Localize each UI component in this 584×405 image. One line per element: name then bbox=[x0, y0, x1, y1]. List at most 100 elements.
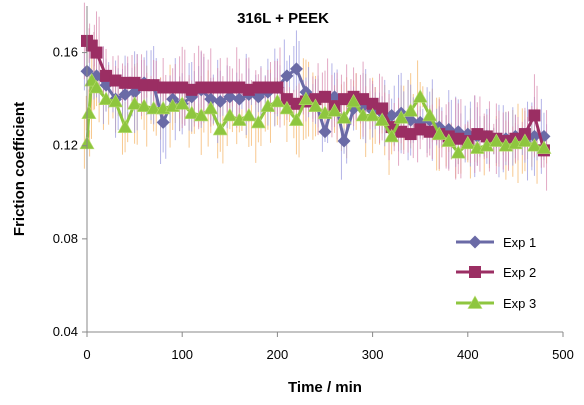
data-point bbox=[403, 103, 419, 117]
data-point bbox=[90, 46, 103, 59]
data-point bbox=[195, 81, 208, 94]
data-point bbox=[480, 130, 493, 143]
legend-marker-diamond bbox=[468, 235, 482, 249]
x-tick-label: 500 bbox=[552, 347, 574, 362]
legend-marker-triangle bbox=[467, 295, 483, 309]
y-axis-title: Friction coefficient bbox=[11, 102, 28, 236]
data-point bbox=[280, 69, 294, 83]
data-point bbox=[108, 93, 124, 108]
data-point bbox=[233, 81, 246, 94]
data-point bbox=[536, 140, 552, 154]
data-point bbox=[355, 107, 371, 122]
data-point bbox=[460, 135, 476, 150]
data-point bbox=[357, 93, 370, 106]
data-point bbox=[422, 107, 438, 122]
x-tick-label: 300 bbox=[362, 347, 384, 362]
legend-label: Exp 3 bbox=[503, 296, 536, 311]
data-point bbox=[365, 107, 381, 122]
data-point bbox=[327, 103, 343, 117]
data-point bbox=[366, 97, 379, 110]
data-point bbox=[147, 79, 160, 92]
x-tick-label: 0 bbox=[83, 347, 90, 362]
data-point bbox=[452, 132, 465, 145]
data-point bbox=[404, 128, 417, 141]
data-point bbox=[517, 133, 533, 147]
y-tick-label: 0.12 bbox=[53, 138, 78, 153]
data-point bbox=[242, 83, 255, 96]
data-point bbox=[250, 114, 266, 129]
data-point bbox=[412, 89, 428, 103]
data-point bbox=[307, 98, 323, 112]
data-point bbox=[128, 85, 142, 99]
data-point bbox=[337, 134, 351, 148]
chart-title: 316L + PEEK bbox=[237, 10, 329, 27]
data-point bbox=[318, 125, 332, 139]
data-point bbox=[214, 81, 227, 94]
data-point bbox=[271, 81, 284, 94]
data-point bbox=[223, 90, 237, 104]
data-point bbox=[185, 83, 198, 96]
data-point bbox=[279, 100, 295, 115]
data-point bbox=[136, 98, 152, 112]
data-point bbox=[450, 145, 466, 159]
data-point bbox=[288, 112, 304, 126]
data-point bbox=[289, 62, 303, 76]
data-point bbox=[174, 96, 190, 110]
data-point bbox=[269, 93, 285, 108]
data-point bbox=[119, 76, 132, 89]
legend-label: Exp 1 bbox=[503, 235, 536, 250]
data-point bbox=[109, 74, 122, 87]
data-point bbox=[156, 115, 170, 129]
data-point bbox=[100, 69, 113, 82]
data-point bbox=[336, 110, 352, 124]
legend-label: Exp 2 bbox=[503, 265, 536, 280]
y-tick-label: 0.04 bbox=[53, 324, 78, 339]
data-point bbox=[117, 119, 133, 133]
data-point bbox=[118, 87, 132, 101]
data-point bbox=[423, 125, 436, 138]
y-tick-label: 0.16 bbox=[53, 45, 78, 60]
series-layer bbox=[79, 34, 552, 159]
data-point bbox=[374, 112, 390, 126]
data-point bbox=[176, 81, 189, 94]
data-point bbox=[98, 91, 114, 105]
data-point bbox=[99, 78, 113, 92]
data-point bbox=[223, 81, 236, 94]
data-point bbox=[203, 100, 219, 115]
data-point bbox=[193, 107, 209, 122]
data-point bbox=[241, 107, 257, 122]
data-point bbox=[319, 90, 331, 103]
data-point bbox=[127, 96, 143, 110]
x-tick-label: 100 bbox=[171, 347, 193, 362]
data-point bbox=[222, 107, 238, 122]
data-point bbox=[431, 126, 447, 140]
data-point bbox=[471, 128, 484, 141]
data-point bbox=[157, 81, 170, 94]
x-axis-title: Time / min bbox=[288, 379, 362, 396]
data-point bbox=[527, 129, 541, 143]
axes: 0.04 0.08 0.12 0.16 0 100 200 300 400 500 bbox=[53, 6, 574, 362]
data-point bbox=[166, 81, 179, 94]
legend-marker-square bbox=[469, 266, 481, 278]
data-point bbox=[290, 97, 303, 110]
data-point bbox=[280, 93, 293, 106]
data-point bbox=[346, 93, 362, 108]
data-point bbox=[376, 102, 389, 115]
x-tick-label: 200 bbox=[267, 347, 289, 362]
y-tick-label: 0.08 bbox=[53, 231, 78, 246]
data-point bbox=[252, 81, 265, 94]
data-point bbox=[204, 81, 217, 94]
data-point bbox=[526, 138, 542, 152]
x-tick-label: 400 bbox=[457, 347, 479, 362]
data-point bbox=[81, 105, 97, 119]
data-point bbox=[528, 109, 541, 122]
data-point bbox=[204, 92, 218, 106]
data-point bbox=[232, 92, 246, 106]
data-point bbox=[393, 110, 409, 124]
data-point bbox=[338, 93, 351, 106]
data-point bbox=[441, 133, 457, 147]
data-point bbox=[328, 90, 342, 104]
data-point bbox=[89, 79, 105, 94]
legend: Exp 1 Exp 2 Exp 3 bbox=[456, 235, 536, 311]
